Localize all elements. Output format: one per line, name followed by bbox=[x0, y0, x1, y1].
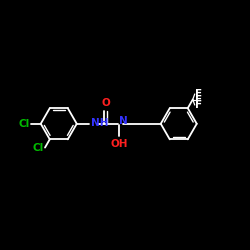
Text: F: F bbox=[195, 100, 202, 110]
Text: NH: NH bbox=[90, 118, 108, 128]
Text: F: F bbox=[195, 94, 202, 104]
Text: Cl: Cl bbox=[19, 119, 30, 129]
Text: F: F bbox=[195, 89, 202, 99]
Text: N: N bbox=[119, 116, 128, 126]
Text: O: O bbox=[101, 98, 110, 108]
Text: Cl: Cl bbox=[32, 142, 44, 152]
Text: OH: OH bbox=[110, 139, 128, 149]
